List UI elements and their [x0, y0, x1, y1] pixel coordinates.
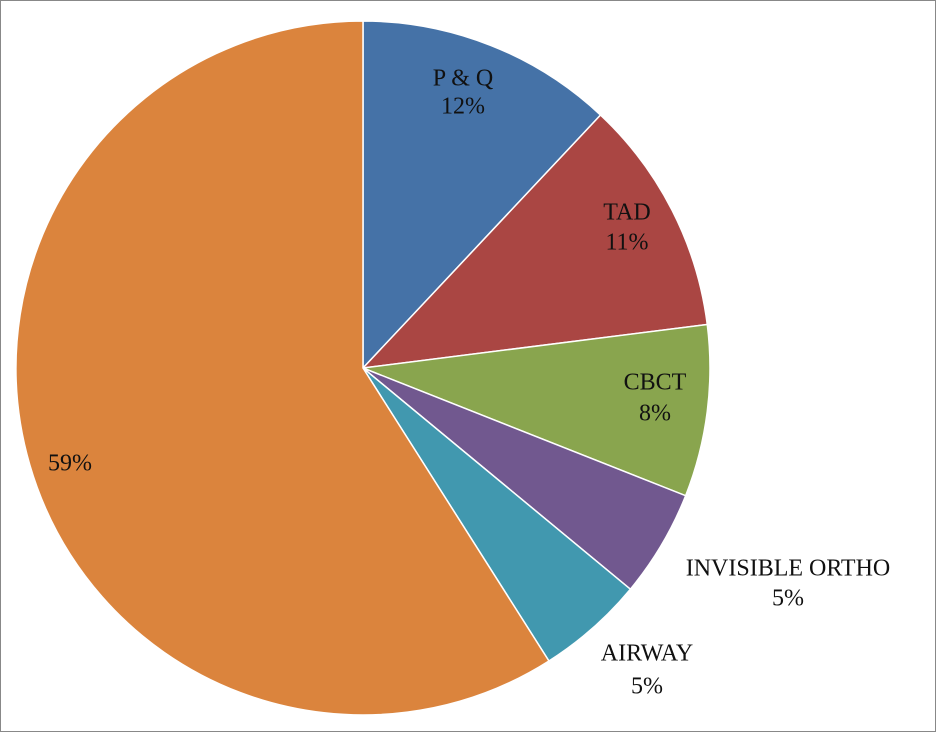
pie-slice — [362, 20, 602, 370]
pie-slice — [361, 113, 709, 370]
value-label: 11% — [605, 230, 648, 256]
value-label: 5% — [772, 586, 804, 612]
value-label: 59% — [48, 451, 92, 477]
slice-label: CBCT — [624, 370, 687, 396]
value-label: 8% — [639, 401, 671, 427]
slice-label: P & Q — [433, 66, 493, 92]
slice-label: AIRWAY — [601, 641, 693, 667]
value-label: 12% — [441, 94, 485, 120]
pie-slice — [362, 323, 711, 497]
slice-label: TAD — [603, 200, 650, 226]
value-label: 5% — [631, 674, 663, 700]
pie-slice — [15, 20, 550, 716]
slice-label: INVISIBLE ORTHO — [686, 556, 891, 582]
